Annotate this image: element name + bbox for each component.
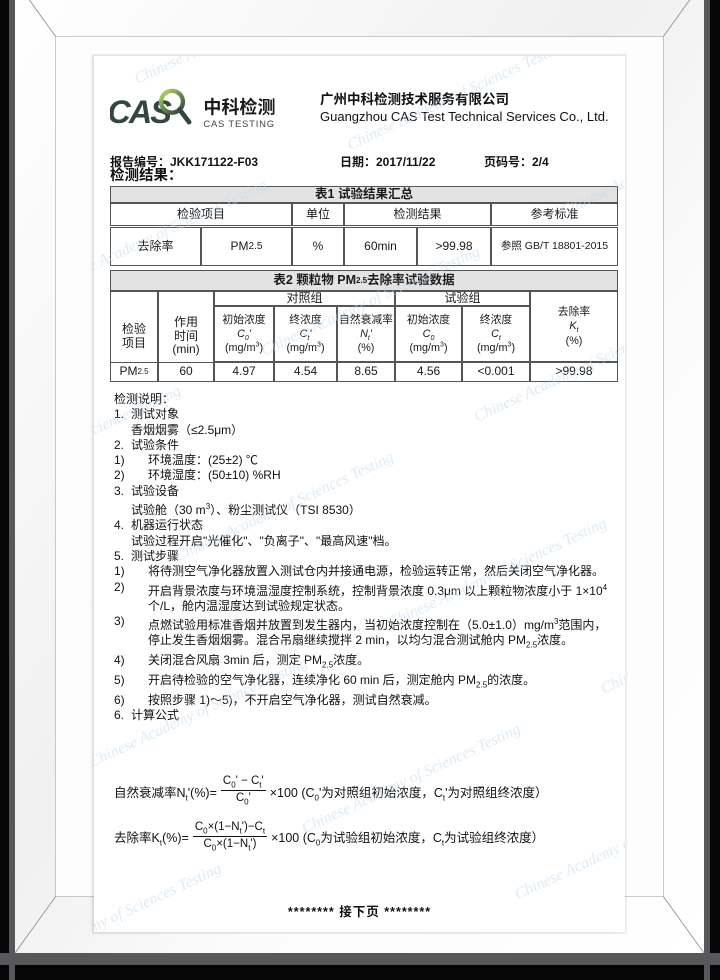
- svg-text:Chinese Academy of Sciences Te: Chinese Academy of Sciences Testing: [213, 926, 437, 932]
- svg-text:中科检测: 中科检测: [203, 94, 275, 120]
- svg-text:CAS TESTING: CAS TESTING: [203, 119, 275, 130]
- svg-text:Chinese Academy of Sciences Te: Chinese Academy of Sciences Testing: [94, 860, 224, 932]
- svg-text:Chinese Academy of Sciences Te: Chinese Academy of Sciences Testing: [94, 588, 97, 704]
- svg-text:Chinese Academy of Sciences Te: Chinese Academy of Sciences Testing: [132, 56, 356, 88]
